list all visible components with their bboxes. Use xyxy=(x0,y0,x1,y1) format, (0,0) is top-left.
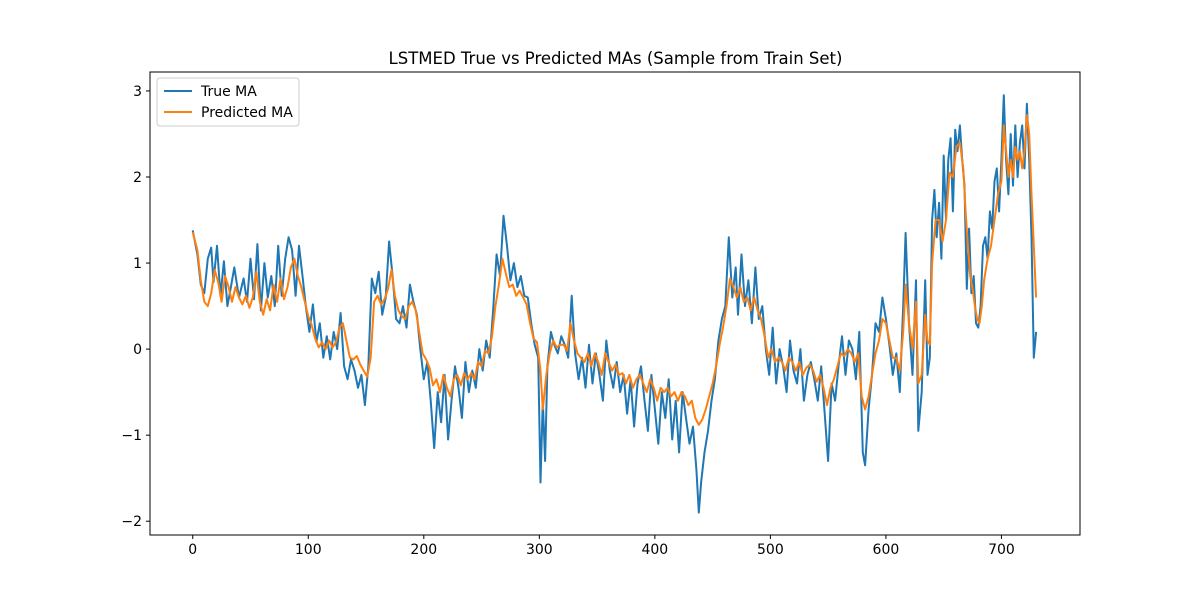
chart-title: LSTMED True vs Predicted MAs (Sample fro… xyxy=(389,49,843,68)
legend-label-true-ma: True MA xyxy=(200,84,257,100)
x-tick-label: 500 xyxy=(757,542,784,558)
ticks-layer: 0 100 200 300 400 500 600 700 −2 −1 0 1 2 3 xyxy=(121,84,1014,558)
y-tick-label: 1 xyxy=(133,256,142,272)
y-tick-label: −2 xyxy=(121,514,142,530)
x-tick-label: 200 xyxy=(410,542,437,558)
y-tick-label: 0 xyxy=(133,342,142,358)
series-line-true-ma xyxy=(191,94,1038,514)
legend-box xyxy=(156,77,300,127)
legend-label-predicted-ma: Predicted MA xyxy=(201,105,293,121)
x-tick-label: 600 xyxy=(873,542,900,558)
x-tick-label: 0 xyxy=(188,542,197,558)
y-tick-label: −1 xyxy=(121,428,142,444)
axes-frame xyxy=(149,71,1081,536)
x-tick-label: 300 xyxy=(526,542,553,558)
legend: True MA Predicted MA xyxy=(156,77,300,127)
x-tick-label: 400 xyxy=(641,542,668,558)
series-line-predicted-ma xyxy=(191,114,1038,426)
x-tick-label: 100 xyxy=(295,542,322,558)
x-tick-label: 700 xyxy=(988,542,1015,558)
y-tick-label: 3 xyxy=(133,84,142,100)
series-layer xyxy=(191,94,1038,514)
y-tick-label: 2 xyxy=(133,170,142,186)
